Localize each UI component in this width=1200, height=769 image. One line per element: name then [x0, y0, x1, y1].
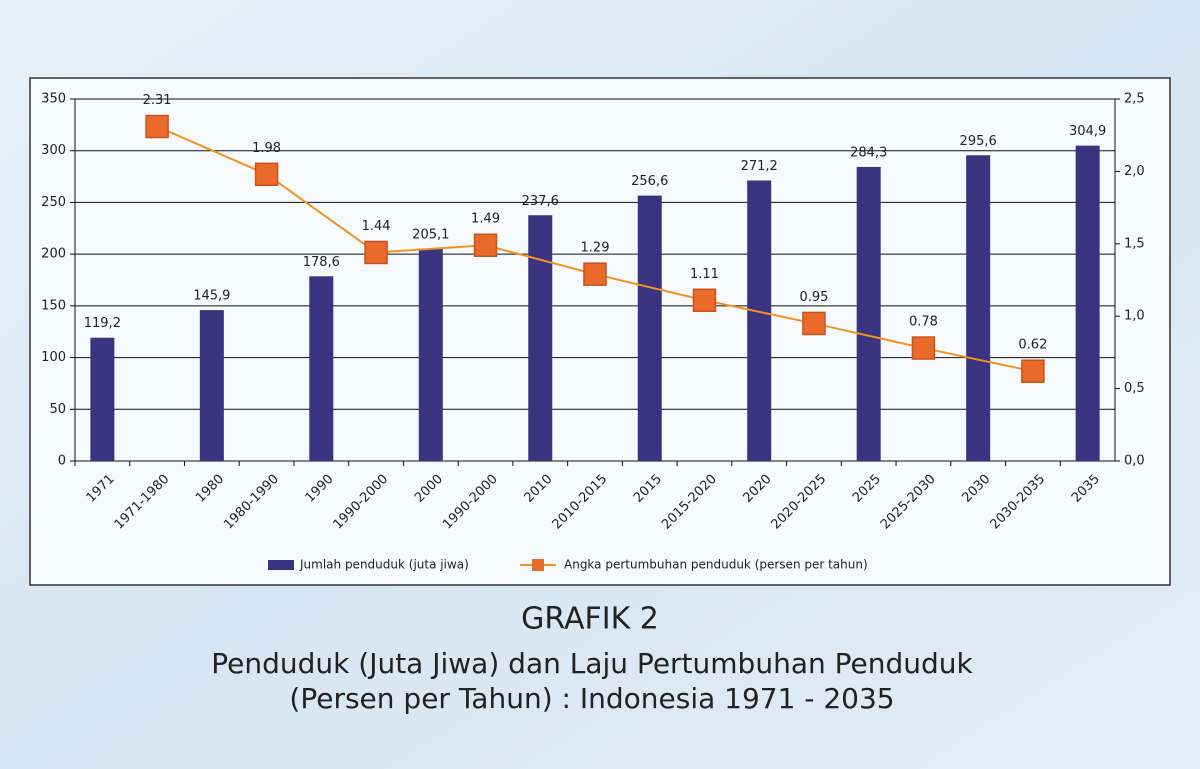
legend-swatch: [268, 560, 294, 570]
legend-label: Jumlah penduduk (juta jiwa): [299, 558, 469, 572]
legend-label: Angka pertumbuhan penduduk (persen per t…: [564, 558, 868, 572]
bar-value-label: 304,9: [1069, 124, 1106, 139]
line-value-label: 2.31: [143, 93, 172, 108]
bar-value-label: 284,3: [850, 145, 887, 160]
line-value-label: 1.44: [362, 219, 391, 234]
line-marker: [473, 233, 498, 257]
bar-value-label: 119,2: [84, 316, 121, 331]
bar: [747, 180, 772, 461]
line-value-label: 0.62: [1018, 338, 1047, 353]
y-tick-label: 250: [41, 195, 66, 210]
line-marker: [911, 336, 936, 360]
legend-swatch: [532, 559, 544, 571]
y-tick-label: 350: [41, 92, 66, 107]
bar-value-label: 205,1: [412, 227, 449, 242]
line-value-label: 0.78: [909, 315, 938, 330]
y2-tick-label: 0,5: [1124, 381, 1145, 396]
line-value-label: 1.29: [581, 241, 610, 256]
y-tick-label: 100: [41, 350, 66, 365]
bar: [90, 337, 115, 461]
bar-value-label: 178,6: [303, 255, 340, 270]
y2-tick-label: 0,0: [1124, 454, 1145, 469]
bar: [856, 166, 881, 461]
bar: [309, 276, 334, 461]
bar-value-label: 271,2: [741, 159, 778, 174]
y-tick-label: 150: [41, 298, 66, 313]
line-value-label: 1.98: [252, 141, 281, 156]
chart-title: GRAFIK 2: [521, 602, 659, 637]
line-marker: [254, 162, 279, 187]
y2-tick-label: 2,5: [1124, 92, 1145, 107]
y-tick-label: 200: [41, 247, 66, 262]
y2-tick-label: 2,0: [1124, 164, 1145, 179]
line-marker: [364, 240, 388, 265]
line-marker: [583, 262, 607, 286]
bar-value-label: 295,6: [960, 134, 997, 149]
bar-value-label: 256,6: [631, 174, 668, 189]
bar: [637, 195, 662, 461]
y2-tick-label: 1,5: [1124, 236, 1145, 251]
bar-value-label: 145,9: [193, 289, 230, 304]
line-marker: [145, 114, 169, 139]
line-marker: [802, 311, 826, 336]
y-tick-label: 50: [49, 402, 66, 417]
line-value-label: 1.11: [690, 267, 719, 282]
line-value-label: 1.49: [471, 212, 500, 227]
bar: [1075, 145, 1100, 461]
bar-value-label: 237,6: [522, 194, 559, 209]
y-tick-label: 300: [41, 143, 66, 158]
y2-tick-label: 1,0: [1124, 309, 1145, 324]
y-tick-label: 0: [58, 454, 66, 469]
bar: [966, 155, 991, 461]
line-marker: [1021, 359, 1045, 383]
line-marker: [692, 288, 717, 313]
bar: [528, 215, 553, 461]
chart-subtitle: Penduduk (Juta Jiwa) dan Laju Pertumbuha…: [211, 647, 973, 680]
chart-subtitle: (Persen per Tahun) : Indonesia 1971 - 20…: [289, 682, 894, 715]
line-value-label: 0.95: [799, 290, 828, 305]
bar: [418, 248, 443, 461]
bar: [199, 310, 224, 461]
